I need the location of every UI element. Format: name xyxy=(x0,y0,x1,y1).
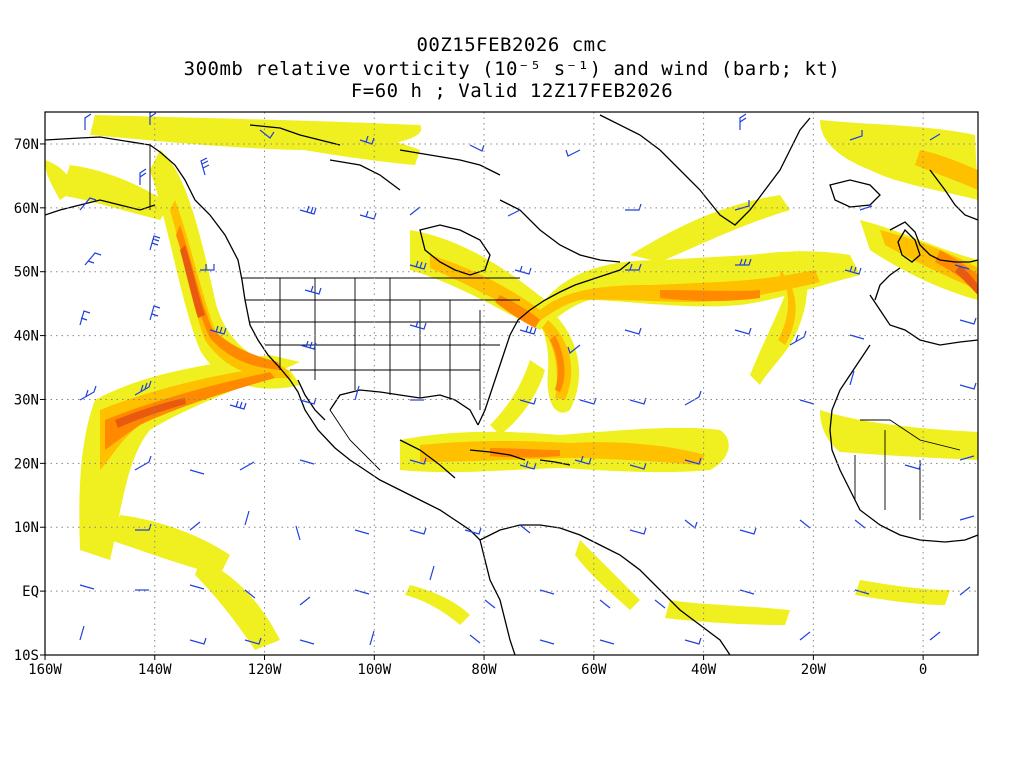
plot-title-line-1: 00Z15FEB2026 cmc xyxy=(416,34,608,56)
lat-tick-label: 40N xyxy=(14,329,39,345)
lon-tick-label: 100W xyxy=(357,662,391,678)
plot-title-line-3: F=60 h ; Valid 12Z17FEB2026 xyxy=(350,80,674,102)
lon-tick-label: 60W xyxy=(581,662,607,678)
lon-tick-label: 40W xyxy=(691,662,717,678)
lat-tick-label: 20N xyxy=(14,456,39,472)
lon-tick-label: 20W xyxy=(801,662,827,678)
lon-tick-label: 160W xyxy=(28,662,62,678)
coastlines xyxy=(45,114,978,655)
lat-tick-label: 70N xyxy=(14,137,39,153)
lat-tick-label: 60N xyxy=(14,201,39,217)
lon-tick-label: 80W xyxy=(471,662,497,678)
lat-tick-label: 10S xyxy=(14,648,39,664)
axis-ticks: 160W 140W 120W 100W 80W 60W 40W 20W 0 70N 60N 50N 40… xyxy=(14,137,928,678)
lon-tick-label: 0 xyxy=(919,662,927,678)
lon-tick-label: 140W xyxy=(138,662,172,678)
lat-tick-label: EQ xyxy=(22,584,39,600)
lat-tick-label: 30N xyxy=(14,392,39,408)
vorticity-shading-max xyxy=(115,245,978,428)
lon-tick-label: 120W xyxy=(248,662,282,678)
lat-lon-grid xyxy=(45,112,978,655)
lat-tick-label: 10N xyxy=(14,520,39,536)
plot-title-line-2: 300mb relative vorticity (10⁻⁵ s⁻¹) and … xyxy=(183,58,841,80)
lat-tick-label: 50N xyxy=(14,265,39,281)
plot-frame xyxy=(44,111,979,656)
political-borders xyxy=(149,145,961,520)
